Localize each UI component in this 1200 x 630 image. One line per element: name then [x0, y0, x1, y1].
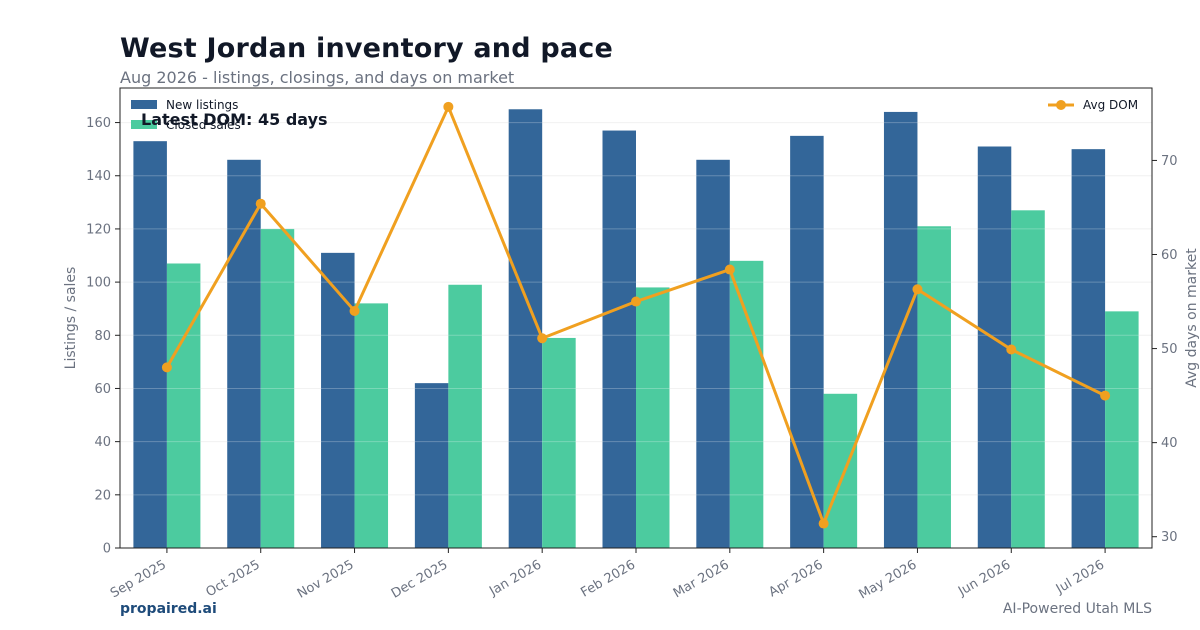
- avg-dom-point: [161, 362, 172, 373]
- x-tick-label: Apr 2026: [766, 557, 825, 600]
- bar-closed-sales: [917, 226, 951, 548]
- y-tick-label: 60: [94, 382, 111, 397]
- bar-new-listings: [1071, 149, 1106, 548]
- y-tick-label: 100: [86, 276, 111, 291]
- x-tick-label: Sep 2025: [108, 557, 169, 601]
- footer-tagline: AI-Powered Utah MLS: [1002, 601, 1152, 617]
- avg-dom-point: [255, 198, 266, 209]
- x-tick-label: Jul 2026: [1053, 557, 1107, 597]
- x-tick-label: Nov 2025: [295, 557, 357, 601]
- x-tick-label: Feb 2026: [578, 557, 638, 600]
- bar-new-listings: [227, 159, 261, 548]
- bar-closed-sales: [166, 263, 201, 548]
- y-tick-label: 20: [94, 488, 111, 503]
- bar-closed-sales: [1105, 311, 1139, 548]
- y2-axis-label: Avg days on market: [1184, 248, 1200, 388]
- legend-marker-avg-dom: [1056, 100, 1066, 110]
- bar-new-listings: [696, 159, 730, 548]
- legends: New listings Closed sales Avg DOM: [131, 98, 1138, 132]
- bar-new-listings: [790, 135, 824, 548]
- x-tick-label: May 2026: [856, 557, 919, 602]
- bar-closed-sales: [354, 303, 389, 548]
- bar-closed-sales: [636, 287, 670, 548]
- legend-label-closed-sales: Closed sales: [166, 118, 241, 132]
- avg-dom-point: [912, 284, 923, 295]
- latest-dom-annotation: Latest DOM: 45 days: [141, 110, 328, 129]
- bar-new-listings: [321, 252, 355, 549]
- x-tick-label: Dec 2025: [389, 557, 451, 601]
- y2-tick-label: 60: [1161, 248, 1178, 263]
- legend-label-new-listings: New listings: [166, 98, 238, 112]
- avg-dom-point: [631, 296, 641, 307]
- bar-closed-sales: [542, 337, 576, 548]
- x-tick-label: Jun 2026: [955, 557, 1013, 599]
- bar-closed-sales: [260, 228, 295, 548]
- chart-title: West Jordan inventory and pace: [120, 33, 614, 64]
- y-tick-label: 80: [94, 329, 111, 344]
- y-axis-label: Listings / sales: [63, 267, 79, 370]
- bar-closed-sales: [823, 393, 858, 548]
- legend-swatch-new-listings: [131, 100, 157, 109]
- avg-dom-point: [349, 305, 360, 316]
- legend-swatch-closed-sales: [131, 120, 157, 129]
- bar-new-listings: [508, 109, 543, 549]
- avg-dom-point: [1100, 390, 1111, 401]
- y-tick-label: 40: [94, 435, 111, 450]
- x-tick-label: Mar 2026: [671, 557, 732, 601]
- line-series: [161, 101, 1111, 529]
- y-tick-label: 0: [103, 542, 111, 557]
- avg-dom-point: [724, 264, 735, 275]
- bar-series: [120, 109, 1152, 549]
- y2-tick-label: 70: [1161, 154, 1178, 169]
- x-tick-label: Oct 2025: [204, 557, 263, 600]
- y2-tick-label: 50: [1161, 342, 1178, 357]
- avg-dom-point: [1006, 344, 1017, 355]
- chart-subtitle: Aug 2026 - listings, closings, and days …: [120, 68, 515, 87]
- avg-dom-point: [818, 518, 829, 529]
- legend-label-avg-dom: Avg DOM: [1083, 98, 1138, 112]
- bar-closed-sales: [1011, 210, 1045, 548]
- bar-new-listings: [414, 383, 449, 548]
- avg-dom-point: [443, 101, 454, 112]
- y-tick-label: 160: [86, 116, 111, 131]
- y2-tick-label: 40: [1161, 436, 1178, 451]
- y2-tick-label: 30: [1161, 530, 1178, 545]
- bar-closed-sales: [448, 284, 482, 548]
- bar-new-listings: [133, 141, 167, 548]
- x-tick-label: Jan 2026: [486, 557, 544, 599]
- avg-dom-point: [537, 333, 548, 344]
- bar-closed-sales: [729, 260, 764, 548]
- bar-new-listings: [602, 130, 636, 549]
- brand-logo-text[interactable]: propaired.ai: [120, 601, 217, 617]
- y-tick-label: 120: [86, 222, 111, 237]
- y-tick-label: 140: [86, 169, 111, 184]
